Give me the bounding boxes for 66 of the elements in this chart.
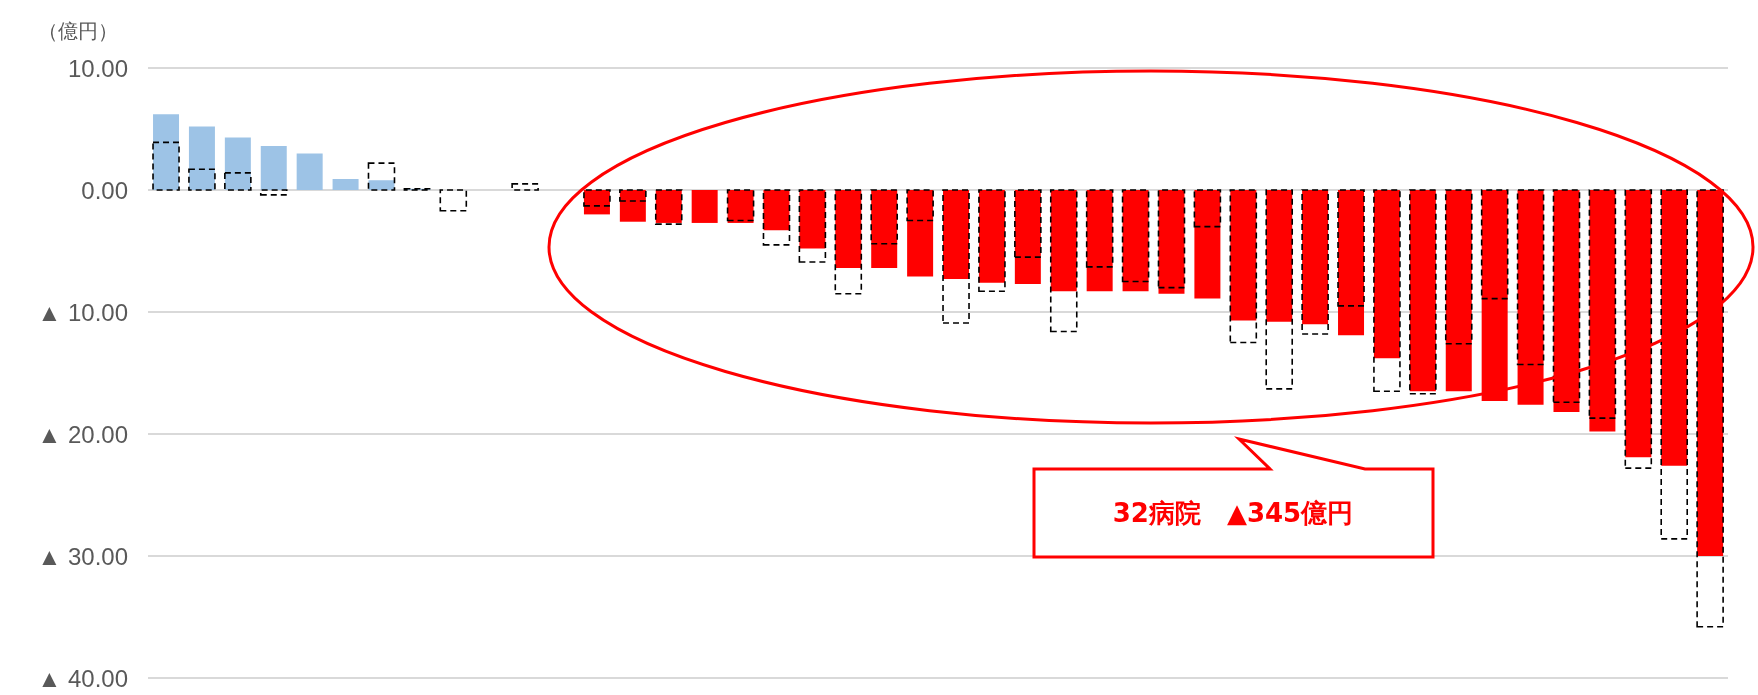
bar [152, 141, 180, 191]
bar [870, 189, 899, 245]
bar [332, 179, 359, 190]
bar [1265, 189, 1294, 390]
bar [907, 190, 934, 277]
bar [511, 183, 539, 191]
bar [1696, 189, 1724, 628]
bar [153, 114, 180, 190]
bar [798, 189, 827, 263]
bar [188, 126, 215, 190]
bar [296, 153, 323, 190]
bar [1373, 190, 1400, 359]
bar [906, 189, 934, 222]
bar [1049, 189, 1078, 333]
bar [1266, 190, 1293, 322]
bar [188, 168, 216, 191]
bar [1338, 190, 1365, 336]
bar [1050, 190, 1077, 292]
bar [1337, 189, 1365, 307]
bar [1480, 189, 1509, 300]
bar [1194, 190, 1221, 299]
bar [1661, 190, 1688, 466]
bar [1193, 189, 1222, 228]
bar [1660, 189, 1689, 540]
y-tick-label: ▲ 30.00 [37, 542, 128, 570]
bar [1229, 189, 1258, 344]
bar [1014, 189, 1042, 258]
bar [1014, 190, 1041, 284]
annotation: 32病院 ▲345億円 [1112, 498, 1354, 528]
bar [1085, 189, 1114, 268]
y-axis-title: （億円） [38, 19, 118, 43]
bar [1086, 190, 1113, 292]
bar [1516, 189, 1545, 366]
bar [619, 190, 646, 222]
bar [835, 190, 862, 269]
bar [224, 137, 251, 190]
bar [1373, 189, 1401, 393]
bar [619, 189, 647, 202]
y-tick-label: ▲ 10.00 [37, 298, 128, 326]
bar [1444, 189, 1473, 345]
bar [1121, 189, 1150, 283]
bar [1230, 190, 1257, 321]
bar [1445, 190, 1472, 392]
bar [224, 172, 252, 191]
bar [583, 189, 611, 207]
bar [942, 189, 970, 324]
bar [1481, 190, 1508, 402]
bar [1122, 190, 1149, 292]
bar [368, 180, 395, 190]
bar [1697, 190, 1724, 556]
bar [762, 189, 791, 246]
bar [763, 190, 790, 231]
bar [367, 162, 396, 191]
bar [799, 190, 826, 249]
bar [1517, 190, 1544, 405]
y-tick-label: 10.00 [67, 54, 128, 82]
bar [834, 189, 863, 295]
y-tick-label: ▲ 20.00 [37, 420, 128, 448]
bar [260, 146, 287, 190]
bar [691, 190, 718, 223]
bar [259, 189, 288, 196]
bar [871, 190, 898, 269]
y-tick-label: ▲ 40.00 [37, 664, 128, 692]
bar [439, 189, 468, 212]
bar [943, 190, 970, 280]
y-tick-label: 0.00 [81, 176, 128, 204]
